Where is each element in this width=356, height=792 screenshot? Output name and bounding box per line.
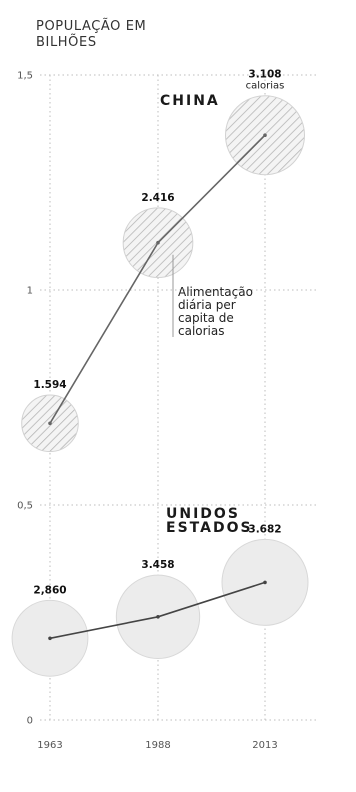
calorie-value-label: 2.416 [141, 192, 174, 204]
data-point [156, 615, 160, 619]
calorie-value-label: 1.594 [33, 379, 66, 391]
data-labels: 1.5942.4163.108caloriasCHINA2,8603.4583.… [33, 69, 284, 597]
y-axis-title-line-1: POPULAÇÃO EM [36, 18, 146, 34]
x-tick-label: 1988 [145, 740, 170, 751]
annotation-text: capita de [178, 311, 234, 325]
data-point [48, 421, 52, 426]
series-line [49, 134, 266, 424]
y-tick-label: 0,5 [17, 501, 33, 512]
x-tick-label: 1963 [37, 740, 62, 751]
data-point [48, 636, 52, 641]
calorie-value-label: 3.458 [141, 559, 174, 571]
calorie-value-label: 3.108 [248, 69, 281, 81]
y-tick-label: 1,5 [17, 71, 33, 82]
y-tick-label: 0 [27, 716, 33, 727]
annotation-text: Alimentação [178, 285, 253, 299]
annotation-text: diária per [178, 298, 236, 312]
data-point [263, 133, 267, 137]
data-point [156, 240, 160, 245]
calorie-unit-label: calorias [246, 81, 285, 92]
grid: 0 0,5 1 1,5 1963 1988 2013 [17, 71, 316, 751]
series-name-label: UNIDOS [166, 506, 240, 522]
series-name-label: ESTADOS [166, 520, 253, 536]
calorie-value-label: 3.682 [248, 523, 281, 535]
calorie-value-label: 2,860 [33, 584, 66, 596]
y-tick-label: 1 [27, 286, 33, 297]
annotation-text: calorias [178, 324, 225, 338]
series-name-label: CHINA [160, 93, 220, 109]
x-tick-label: 2013 [252, 740, 277, 751]
data-point [263, 580, 267, 585]
series-lines [48, 133, 267, 641]
y-axis-title-line-2: BILHÕES [36, 34, 97, 50]
